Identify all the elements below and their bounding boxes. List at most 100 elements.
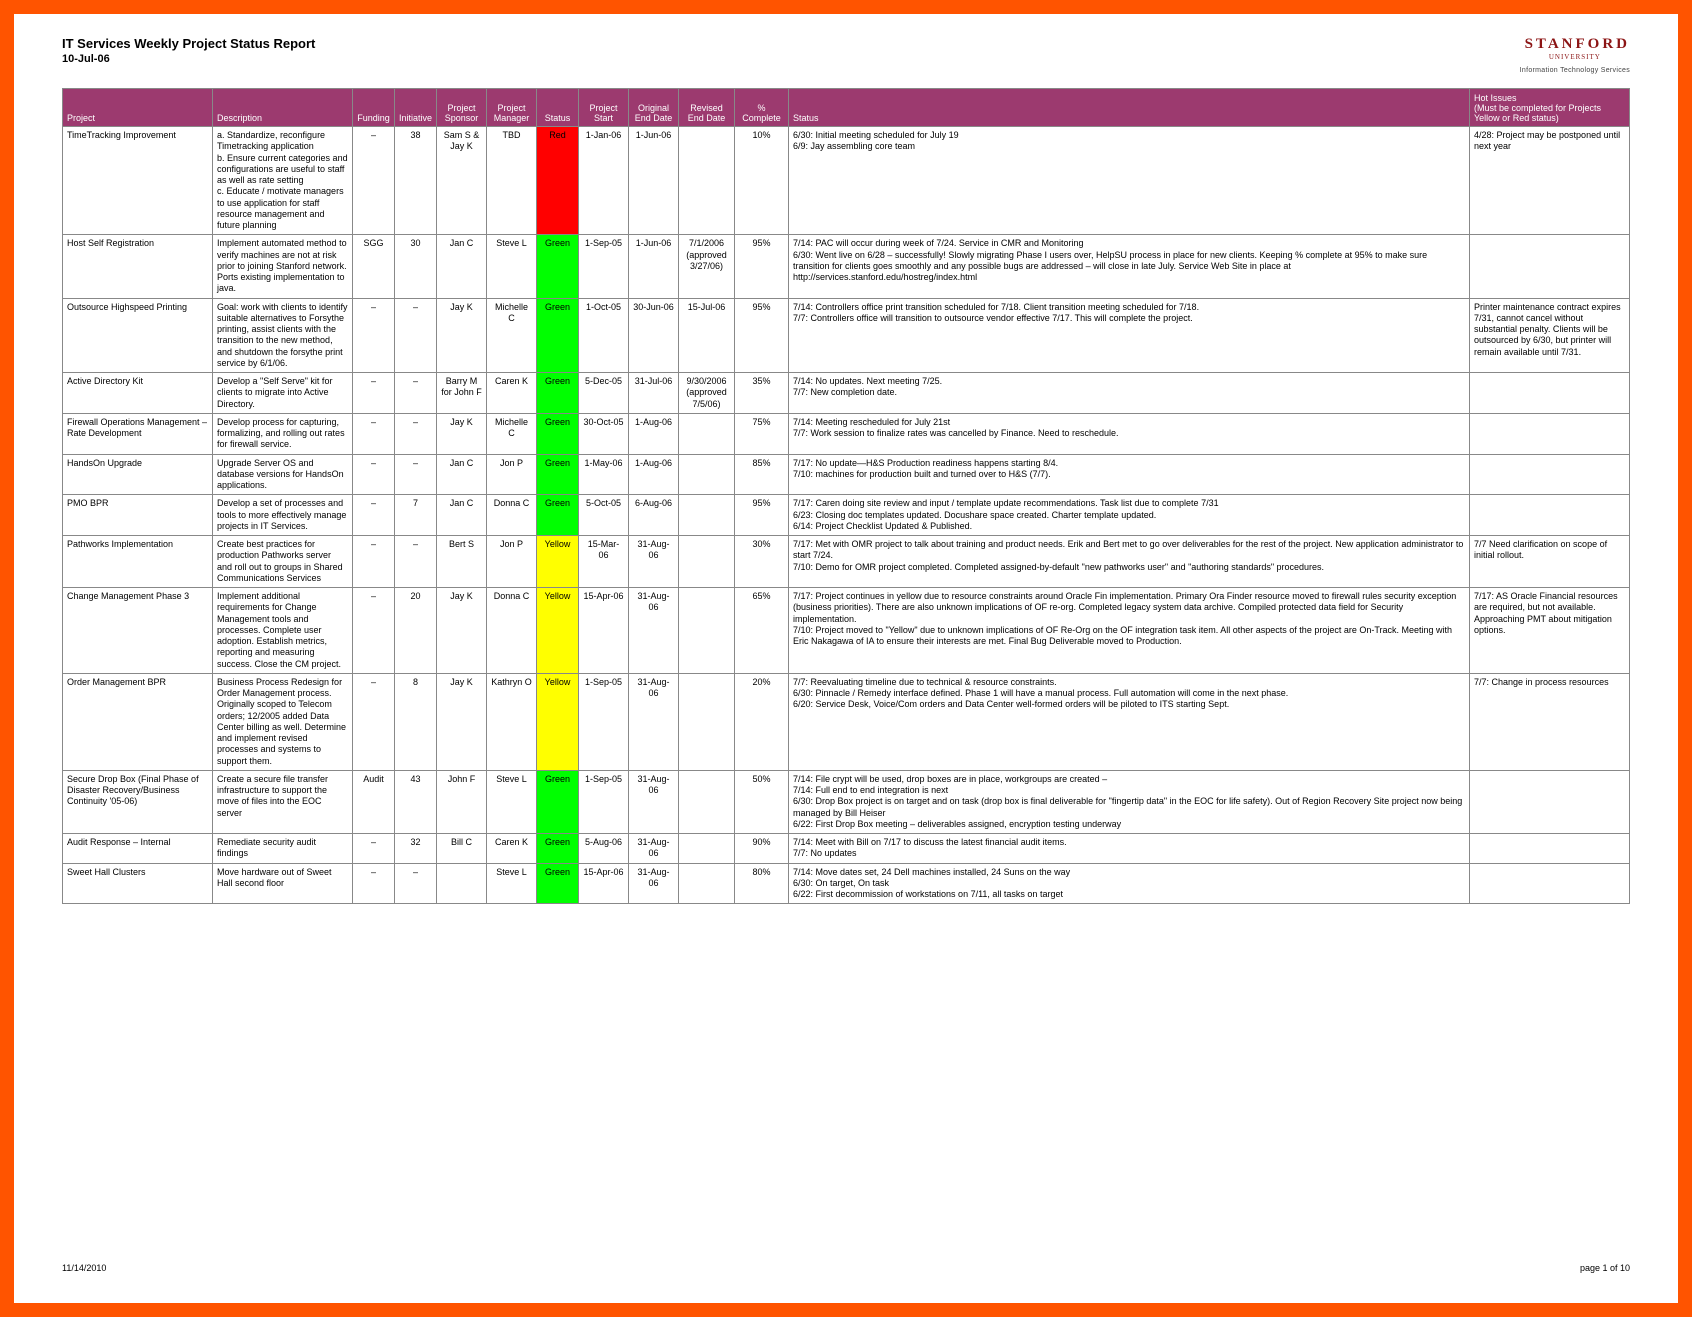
cell: TBD <box>487 127 537 235</box>
cell: – <box>353 413 395 454</box>
col-header: Initiative <box>395 89 437 127</box>
cell: 30 <box>395 235 437 298</box>
logo-sub: UNIVERSITY <box>1520 53 1630 61</box>
cell: 30-Oct-05 <box>579 413 629 454</box>
cell: Jan C <box>437 235 487 298</box>
cell <box>679 536 735 588</box>
cell: 7/17: Met with OMR project to talk about… <box>789 536 1470 588</box>
cell: Jay K <box>437 413 487 454</box>
cell: Order Management BPR <box>63 673 213 770</box>
footer-left: 11/14/2010 <box>62 1263 106 1273</box>
cell: 31-Aug-06 <box>629 673 679 770</box>
cell: 8 <box>395 673 437 770</box>
cell: Jan C <box>437 454 487 495</box>
cell: Change Management Phase 3 <box>63 588 213 674</box>
cell: 1-Aug-06 <box>629 454 679 495</box>
cell: Goal: work with clients to identify suit… <box>213 298 353 373</box>
cell: – <box>395 373 437 414</box>
cell <box>437 863 487 904</box>
cell: Upgrade Server OS and database versions … <box>213 454 353 495</box>
cell: a. Standardize, reconfigure Timetracking… <box>213 127 353 235</box>
cell: 7/14: No updates. Next meeting 7/25.7/7:… <box>789 373 1470 414</box>
cell: Jon P <box>487 536 537 588</box>
cell: 1-Oct-05 <box>579 298 629 373</box>
col-header: Original End Date <box>629 89 679 127</box>
col-header: Description <box>213 89 353 127</box>
cell: 7/17: Caren doing site review and input … <box>789 495 1470 536</box>
table-row: Change Management Phase 3Implement addit… <box>63 588 1630 674</box>
cell: 35% <box>735 373 789 414</box>
cell: Steve L <box>487 863 537 904</box>
cell: Jay K <box>437 588 487 674</box>
cell: Active Directory Kit <box>63 373 213 414</box>
cell: 85% <box>735 454 789 495</box>
table-row: Order Management BPRBusiness Process Red… <box>63 673 1630 770</box>
logo-main: STANFORD <box>1520 36 1630 53</box>
table-row: Outsource Highspeed PrintingGoal: work w… <box>63 298 1630 373</box>
cell <box>679 770 735 833</box>
cell: 30-Jun-06 <box>629 298 679 373</box>
cell: 1-May-06 <box>579 454 629 495</box>
cell <box>679 834 735 864</box>
cell: Jay K <box>437 673 487 770</box>
col-header: Project <box>63 89 213 127</box>
cell: Sweet Hall Clusters <box>63 863 213 904</box>
footer: 11/14/2010 page 1 of 10 <box>62 1263 1630 1273</box>
document-inner: IT Services Weekly Project Status Report… <box>14 14 1678 904</box>
table-row: Sweet Hall ClustersMove hardware out of … <box>63 863 1630 904</box>
cell: 7/14: PAC will occur during week of 7/24… <box>789 235 1470 298</box>
cell: Bill C <box>437 834 487 864</box>
cell: 50% <box>735 770 789 833</box>
cell: 10% <box>735 127 789 235</box>
status-cell: Green <box>537 834 579 864</box>
cell: 6/30: Initial meeting scheduled for July… <box>789 127 1470 235</box>
cell: 1-Sep-05 <box>579 770 629 833</box>
cell: 31-Aug-06 <box>629 863 679 904</box>
table-row: HandsOn UpgradeUpgrade Server OS and dat… <box>63 454 1630 495</box>
cell: SGG <box>353 235 395 298</box>
cell <box>679 127 735 235</box>
cell: Caren K <box>487 373 537 414</box>
cell: – <box>395 536 437 588</box>
cell: 31-Aug-06 <box>629 770 679 833</box>
cell: Develop a "Self Serve" kit for clients t… <box>213 373 353 414</box>
cell: Jan C <box>437 495 487 536</box>
cell: 75% <box>735 413 789 454</box>
cell <box>1470 770 1630 833</box>
cell: Create best practices for production Pat… <box>213 536 353 588</box>
cell: – <box>353 834 395 864</box>
cell: 7/1/2006(approved 3/27/06) <box>679 235 735 298</box>
status-cell: Green <box>537 454 579 495</box>
cell: 7/17: AS Oracle Financial resources are … <box>1470 588 1630 674</box>
cell: 31-Aug-06 <box>629 834 679 864</box>
cell <box>679 863 735 904</box>
cell <box>1470 495 1630 536</box>
status-cell: Green <box>537 863 579 904</box>
cell: Bert S <box>437 536 487 588</box>
cell: 1-Sep-05 <box>579 673 629 770</box>
cell: – <box>353 454 395 495</box>
header-row: IT Services Weekly Project Status Report… <box>62 36 1630 74</box>
table-row: Firewall Operations Management – Rate De… <box>63 413 1630 454</box>
col-header: Revised End Date <box>679 89 735 127</box>
cell: 7/14: File crypt will be used, drop boxe… <box>789 770 1470 833</box>
status-cell: Green <box>537 235 579 298</box>
col-header: Status <box>789 89 1470 127</box>
cell: 15-Apr-06 <box>579 863 629 904</box>
cell: Jay K <box>437 298 487 373</box>
cell: Create a secure file transfer infrastruc… <box>213 770 353 833</box>
cell: 20% <box>735 673 789 770</box>
cell: 95% <box>735 235 789 298</box>
cell: 31-Jul-06 <box>629 373 679 414</box>
cell: HandsOn Upgrade <box>63 454 213 495</box>
cell: 7/14: Controllers office print transitio… <box>789 298 1470 373</box>
cell: 15-Apr-06 <box>579 588 629 674</box>
table-head: ProjectDescriptionFundingInitiativeProje… <box>63 89 1630 127</box>
cell: Kathryn O <box>487 673 537 770</box>
cell <box>1470 863 1630 904</box>
cell: Donna C <box>487 588 537 674</box>
cell <box>679 413 735 454</box>
cell: Jon P <box>487 454 537 495</box>
cell: 1-Jan-06 <box>579 127 629 235</box>
cell: 31-Aug-06 <box>629 588 679 674</box>
